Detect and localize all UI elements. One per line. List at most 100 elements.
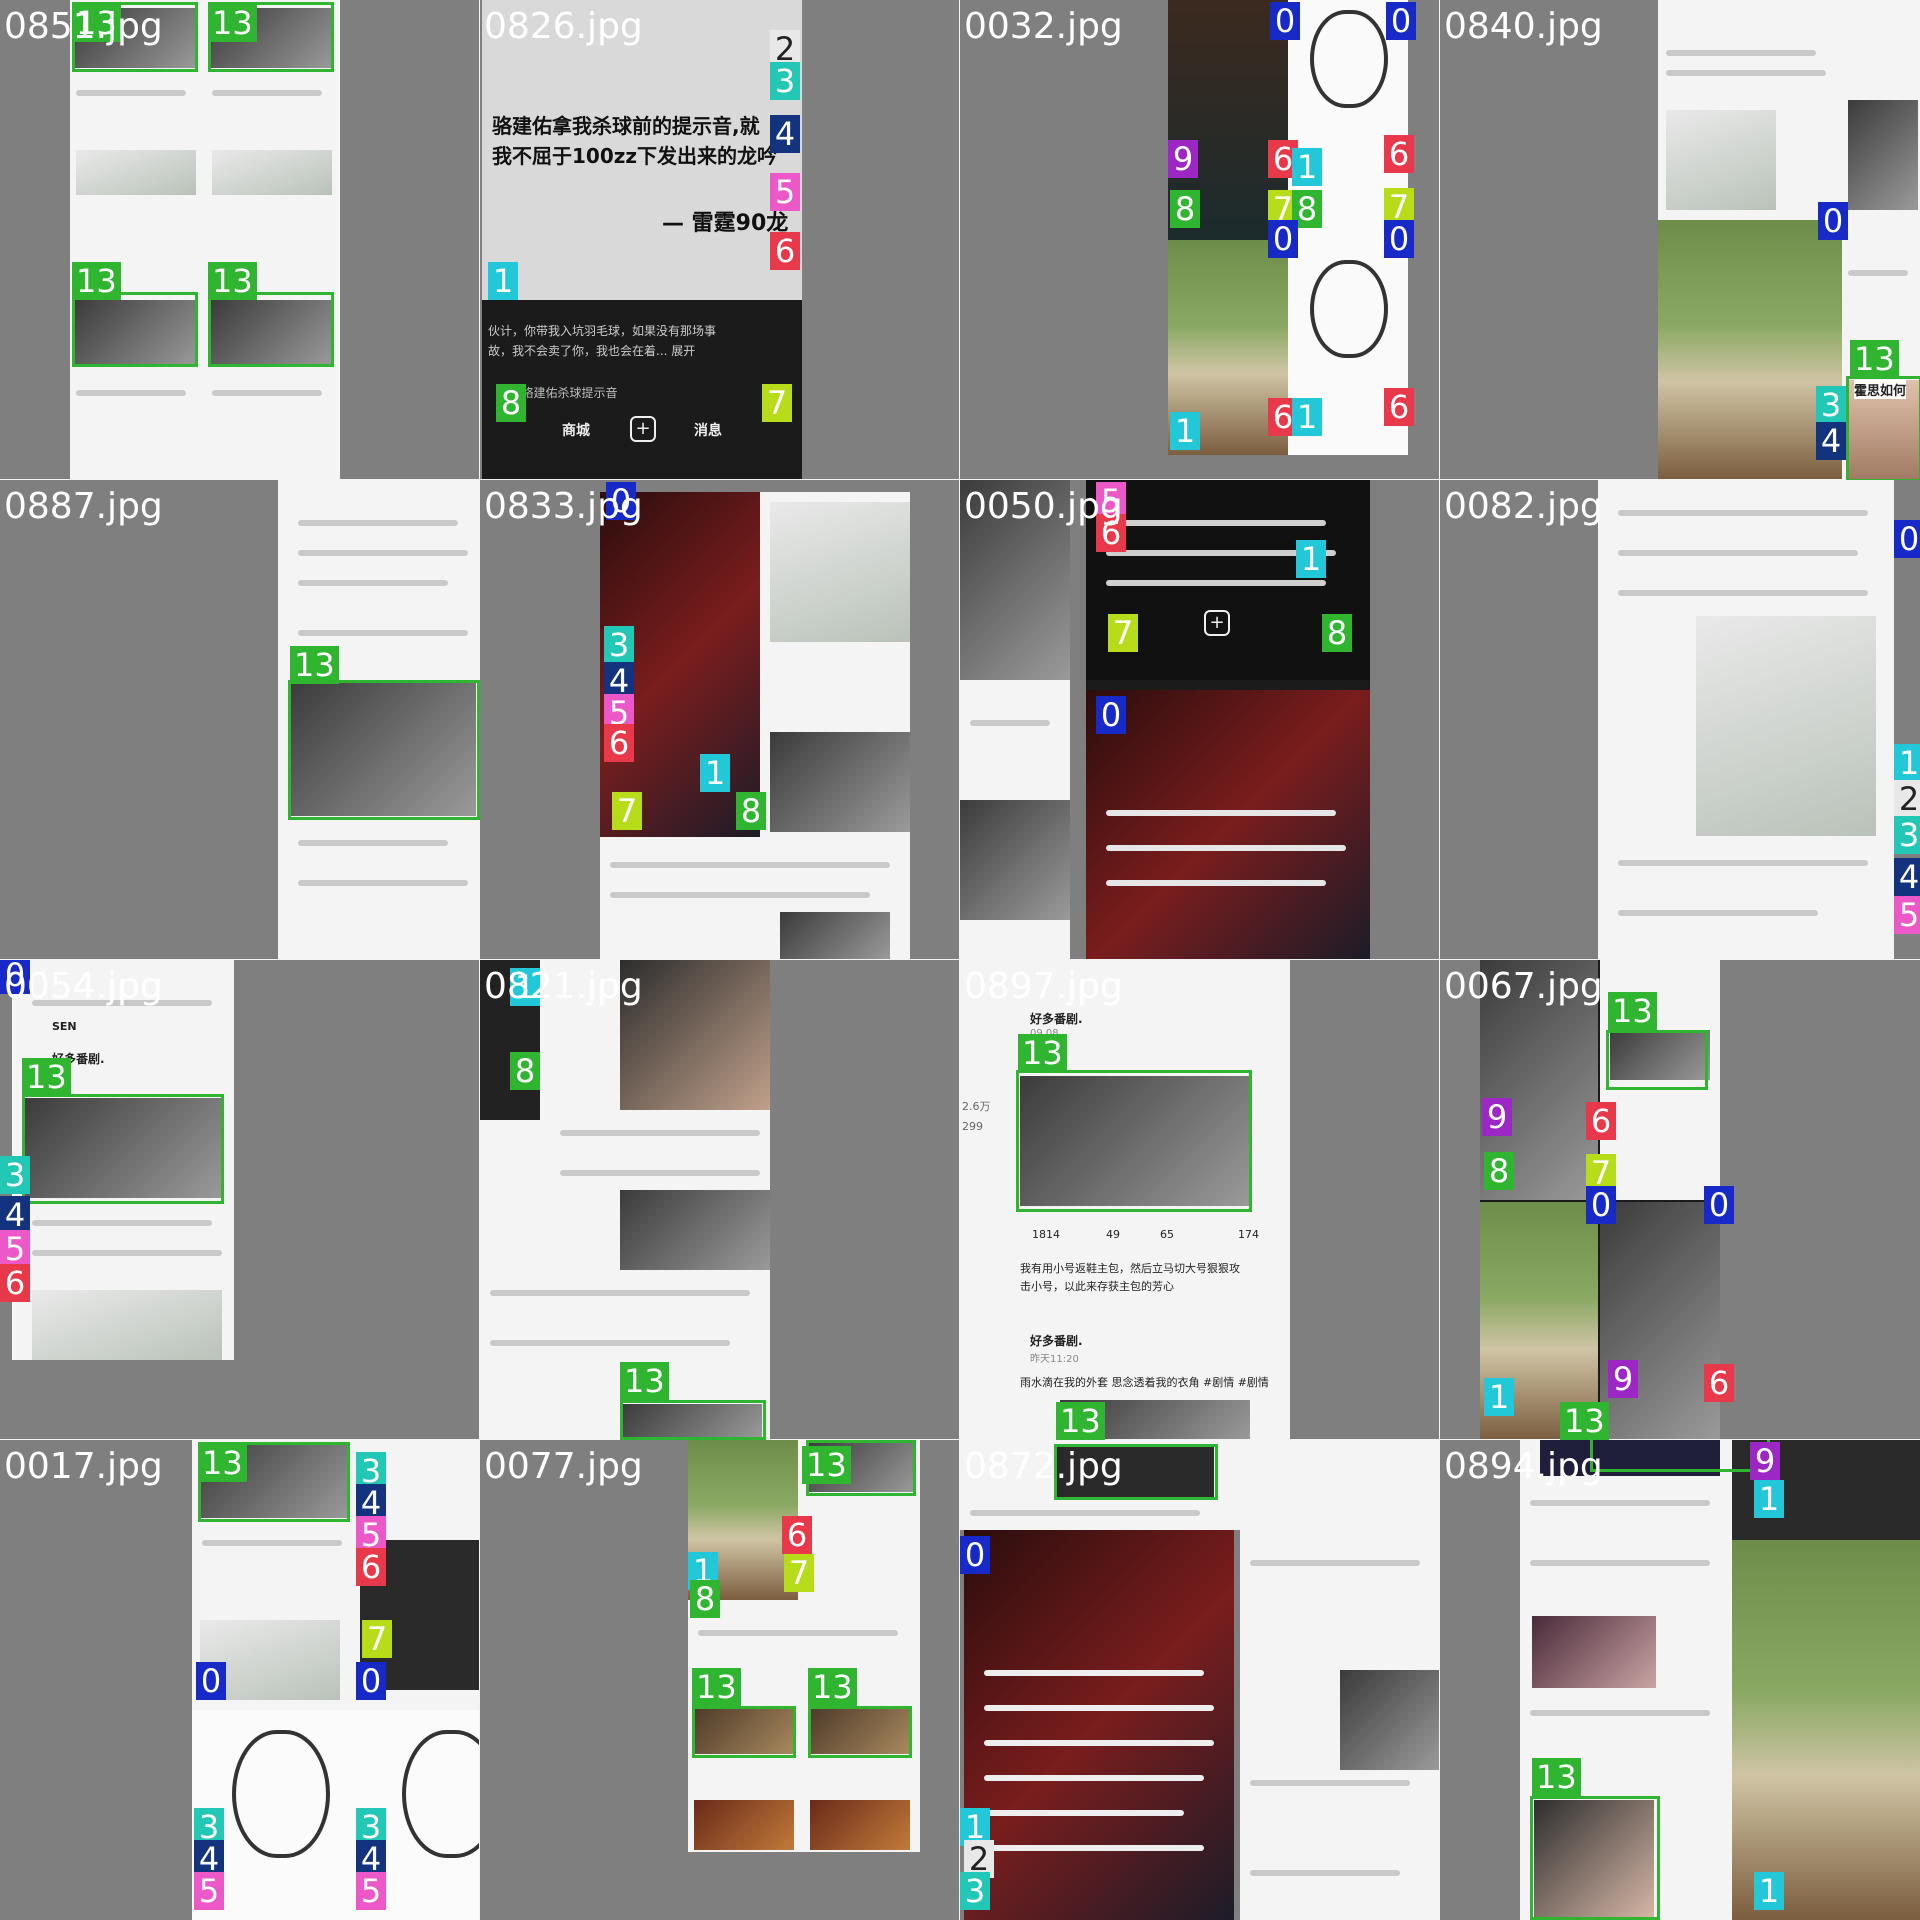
image-filename: 0887.jpg [4, 486, 163, 527]
detection-badge: 0 [1894, 520, 1920, 558]
detection-badge: 0 [196, 1662, 226, 1700]
phone-screenshot [70, 0, 340, 480]
detection-badge: 13 [1056, 1402, 1105, 1440]
detection-badge: 0 [0, 960, 30, 994]
detection-badge: 1 [488, 262, 518, 300]
image-filename: 0032.jpg [964, 6, 1123, 47]
detection-badge: 1 [1754, 1480, 1784, 1518]
phone-screenshot-strip [960, 1440, 1440, 1530]
grid-cell-0833: 0833.jpg 0 3 4 5 6 1 7 8 [479, 479, 961, 961]
grid-cell-0872: 0872.jpg 0 1 2 3 [959, 1439, 1441, 1920]
tab-mall[interactable]: 商城 [562, 423, 590, 439]
detection-badge: 2 [964, 1840, 994, 1878]
detection-badge: 6 [782, 1516, 812, 1554]
phone-screenshot: 霍思如何 [1658, 0, 1920, 480]
image-filename: 0851.jpg [4, 6, 163, 47]
detection-badge: 13 [808, 1668, 857, 1706]
detection-badge: 13 [208, 262, 257, 300]
plus-icon[interactable]: + [630, 416, 656, 442]
image-filename: 0840.jpg [1444, 6, 1603, 47]
detection-badge: 13 [1018, 1034, 1067, 1072]
detection-badge: 4 [770, 115, 800, 153]
detection-badge: 6 [0, 1264, 30, 1302]
image-filename: 0017.jpg [4, 1446, 163, 1487]
plus-icon[interactable]: + [1204, 610, 1230, 636]
phone-screenshot [1520, 1440, 1920, 1920]
phone-screenshot [1598, 480, 1894, 960]
detection-badge: 0 [356, 1662, 386, 1700]
detection-badge: 13 [72, 4, 121, 42]
detection-badge: 4 [604, 662, 634, 700]
detection-badge: 5 [194, 1872, 224, 1910]
detection-badge: 1 [1296, 540, 1326, 578]
detection-badge: 7 [784, 1554, 814, 1592]
detection-badge: 8 [1484, 1152, 1514, 1190]
image-filename: 0082.jpg [1444, 486, 1603, 527]
detection-badge: 7 [1384, 188, 1414, 226]
phone-screenshot: 骆建佑拿我杀球前的提示音,就 我不屈于100zz下发出来的龙吟 — 雷霆90龙 … [482, 0, 802, 480]
detection-badge: 7 [362, 1620, 392, 1658]
detection-badge: 0 [1096, 696, 1126, 734]
detection-badge: 5 [770, 173, 800, 211]
detection-badge: 6 [1384, 388, 1414, 426]
image-filename: 0826.jpg [484, 6, 643, 47]
phone-screenshot [1240, 1530, 1440, 1920]
image-filename: 0050.jpg [964, 486, 1123, 527]
detection-badge: 3 [960, 1872, 990, 1910]
detection-badge: 0 [1586, 1186, 1616, 1224]
detection-badge: 6 [1096, 514, 1126, 552]
detection-badge: 8 [1170, 190, 1200, 228]
detection-badge: 13 [72, 262, 121, 300]
phone-screenshot [960, 480, 1070, 960]
detection-badge: 5 [356, 1516, 386, 1554]
detection-badge: 1 [1292, 398, 1322, 436]
image-filename: 0821.jpg [484, 966, 643, 1007]
detection-badge: 5 [1894, 896, 1920, 934]
detection-badge: 1 [1754, 1872, 1784, 1910]
detection-badge: 3 [356, 1452, 386, 1490]
detection-badge: 8 [510, 1052, 540, 1090]
phone-screenshot [480, 960, 770, 1440]
detection-badge: 1 [1170, 412, 1200, 450]
detection-badge: 7 [1586, 1154, 1616, 1192]
detection-badge: 7 [612, 792, 642, 830]
detection-badge: 4 [1816, 422, 1846, 460]
detection-badge: 6 [356, 1548, 386, 1586]
image-filename: 0067.jpg [1444, 966, 1603, 1007]
grid-cell-0017: 0017.jpg 13 3 4 5 6 7 0 0 3 4 5 3 4 5 [0, 1439, 481, 1920]
detection-badge: 1 [960, 1808, 990, 1846]
grid-cell-0032: 0032.jpg 0 0 9 6 1 6 8 7 8 0 7 0 6 1 6 1 [959, 0, 1441, 481]
grid-cell-0894: 0894.jpg 9 1 13 1 [1439, 1439, 1920, 1920]
detection-badge: 8 [496, 384, 526, 422]
grid-cell-0082: 0082.jpg 0 1 2 3 4 5 [1439, 479, 1920, 961]
detection-badge: 0 [1384, 220, 1414, 258]
phone-screenshot [688, 1440, 920, 1852]
phone-screenshot: 好多番剧. 09.08 2.6万 299 1814 49 65 174 我有用小… [960, 960, 1290, 1440]
detection-badge: 13 [1532, 1758, 1581, 1796]
detection-badge: 9 [1750, 1442, 1780, 1480]
detection-badge: 4 [194, 1840, 224, 1878]
detection-badge: 9 [1482, 1098, 1512, 1136]
detection-badge: 2 [1894, 780, 1920, 818]
detection-badge: 0 [960, 1536, 990, 1574]
detection-badge: 13 [620, 1362, 669, 1400]
detection-badge: 13 [290, 646, 339, 684]
image-filename: 0833.jpg [484, 486, 643, 527]
detection-badge: 13 [198, 1444, 247, 1482]
detection-badge: 8 [1292, 190, 1322, 228]
image-filename: 0054.jpg [4, 966, 163, 1007]
detection-badge: 1 [700, 754, 730, 792]
grid-cell-0887: 0887.jpg 13 [0, 479, 481, 961]
detection-badge: 6 [1586, 1102, 1616, 1140]
tab-messages[interactable]: 消息 [694, 423, 722, 439]
detection-badge: 8 [1322, 614, 1352, 652]
phone-screenshot [964, 1530, 1234, 1920]
grid-cell-0897: 好多番剧. 09.08 2.6万 299 1814 49 65 174 我有用小… [959, 959, 1441, 1441]
detection-badge: 7 [1108, 614, 1138, 652]
detection-badge: 13 [1850, 340, 1899, 378]
detection-badge: 5 [1096, 482, 1126, 520]
detection-badge: 3 [770, 62, 800, 100]
detection-badge: 4 [0, 1196, 30, 1234]
image-filename: 0077.jpg [484, 1446, 643, 1487]
image-filename: 0897.jpg [964, 966, 1123, 1007]
